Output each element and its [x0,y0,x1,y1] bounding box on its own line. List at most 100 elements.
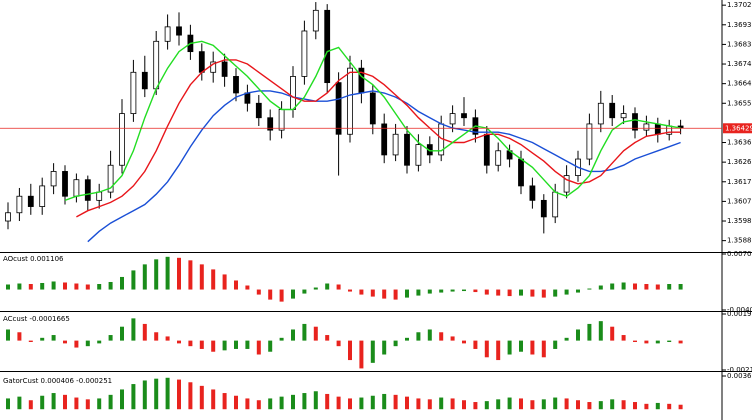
histogram-bar [667,403,672,410]
histogram-bar [279,337,284,341]
candle-body [244,92,251,104]
histogram-bar [348,398,352,410]
histogram-bar [405,289,409,298]
histogram-bar [188,260,193,290]
histogram-bar [279,289,284,302]
histogram-bar [40,395,45,410]
candle-body [27,195,34,207]
candle-body [130,71,137,115]
histogram-bar [177,257,181,290]
histogram-bar [564,398,569,410]
histogram-bar [63,340,67,344]
histogram-bar [222,340,227,351]
candle-body [620,113,627,119]
histogram-bar [211,340,216,352]
histogram-bar [63,282,67,290]
histogram-bar [177,379,181,410]
histogram-bar [633,283,637,290]
histogram-bar [541,340,546,358]
panel-title: GatorCust 0.000406 -0.000251 [3,377,112,385]
candle-body [552,191,559,218]
histogram-bar [427,289,432,294]
histogram-bar [633,402,637,410]
candle-body [84,179,91,201]
histogram-bar [553,397,558,410]
histogram-bar [359,397,364,410]
histogram-bar [28,340,33,342]
candle-body [586,123,593,160]
candle-body [5,212,11,222]
histogram-bar [85,340,90,347]
histogram-bar [644,284,649,290]
histogram-bar [74,283,79,290]
histogram-bar [17,396,22,410]
histogram-bar [268,398,273,410]
histogram-bar [199,385,204,410]
candle-body [654,123,661,135]
histogram-bar [393,340,398,347]
histogram-bar [678,284,683,290]
histogram-bar [97,340,102,344]
histogram-bar [120,389,124,410]
y-tick-label: 1.36645 [727,80,752,88]
panel-title: AOcust 0.001106 [3,255,64,263]
histogram-bar [120,276,124,290]
histogram-bar [610,399,615,410]
histogram-bar [302,323,307,341]
histogram-bar [336,396,341,410]
candle-body [335,82,342,135]
histogram-bar [268,289,273,300]
histogram-bar [655,402,660,410]
histogram-bar [678,404,683,410]
histogram-bar [382,393,387,410]
histogram-bar [496,289,501,296]
histogram-bar [541,399,546,410]
histogram-bar [131,270,136,290]
histogram-bar [108,394,113,410]
histogram-bar [63,394,67,410]
candle-body [255,102,262,119]
histogram-bar [507,397,512,410]
indicator-line [76,59,681,218]
histogram-bar [405,396,409,410]
y-tick-label: 0.0019140 [727,310,752,318]
candle-body [461,113,467,119]
histogram-bar [336,340,341,347]
histogram-bar [439,289,444,293]
histogram-bar [348,340,352,361]
y-tick-label: 1.36170 [727,178,752,186]
y-tick-label: 1.35885 [727,237,752,245]
candle-body [176,26,182,36]
histogram-bar [450,289,455,292]
candle-body [107,164,114,193]
histogram-bar [302,393,307,410]
panel-title: ACcust -0.0001665 [3,315,70,323]
histogram-bar [519,289,523,296]
histogram-bar [564,337,569,341]
histogram-bar [462,400,466,410]
candle-body [495,150,502,166]
candle-body [233,76,239,94]
histogram-bar [256,289,261,295]
candle-body [563,175,570,193]
candle-body [483,133,490,166]
histogram-bar [576,329,580,341]
histogram-bar [188,340,193,347]
histogram-bar [188,382,193,410]
histogram-bar [336,284,341,290]
histogram-bar [142,380,147,410]
histogram-bar [154,259,159,290]
y-tick-label: 1.36075 [727,197,752,205]
histogram-bar [279,396,284,410]
candle-body [609,102,616,119]
histogram-bar [587,323,592,341]
histogram-bar [484,340,489,358]
current-price-box [723,123,752,134]
y-tick-label: 1.36835 [727,40,752,48]
histogram-bar [621,282,626,290]
histogram-bar [245,398,250,410]
histogram-bar [348,289,352,292]
y-tick-label: 1.36930 [727,21,752,29]
